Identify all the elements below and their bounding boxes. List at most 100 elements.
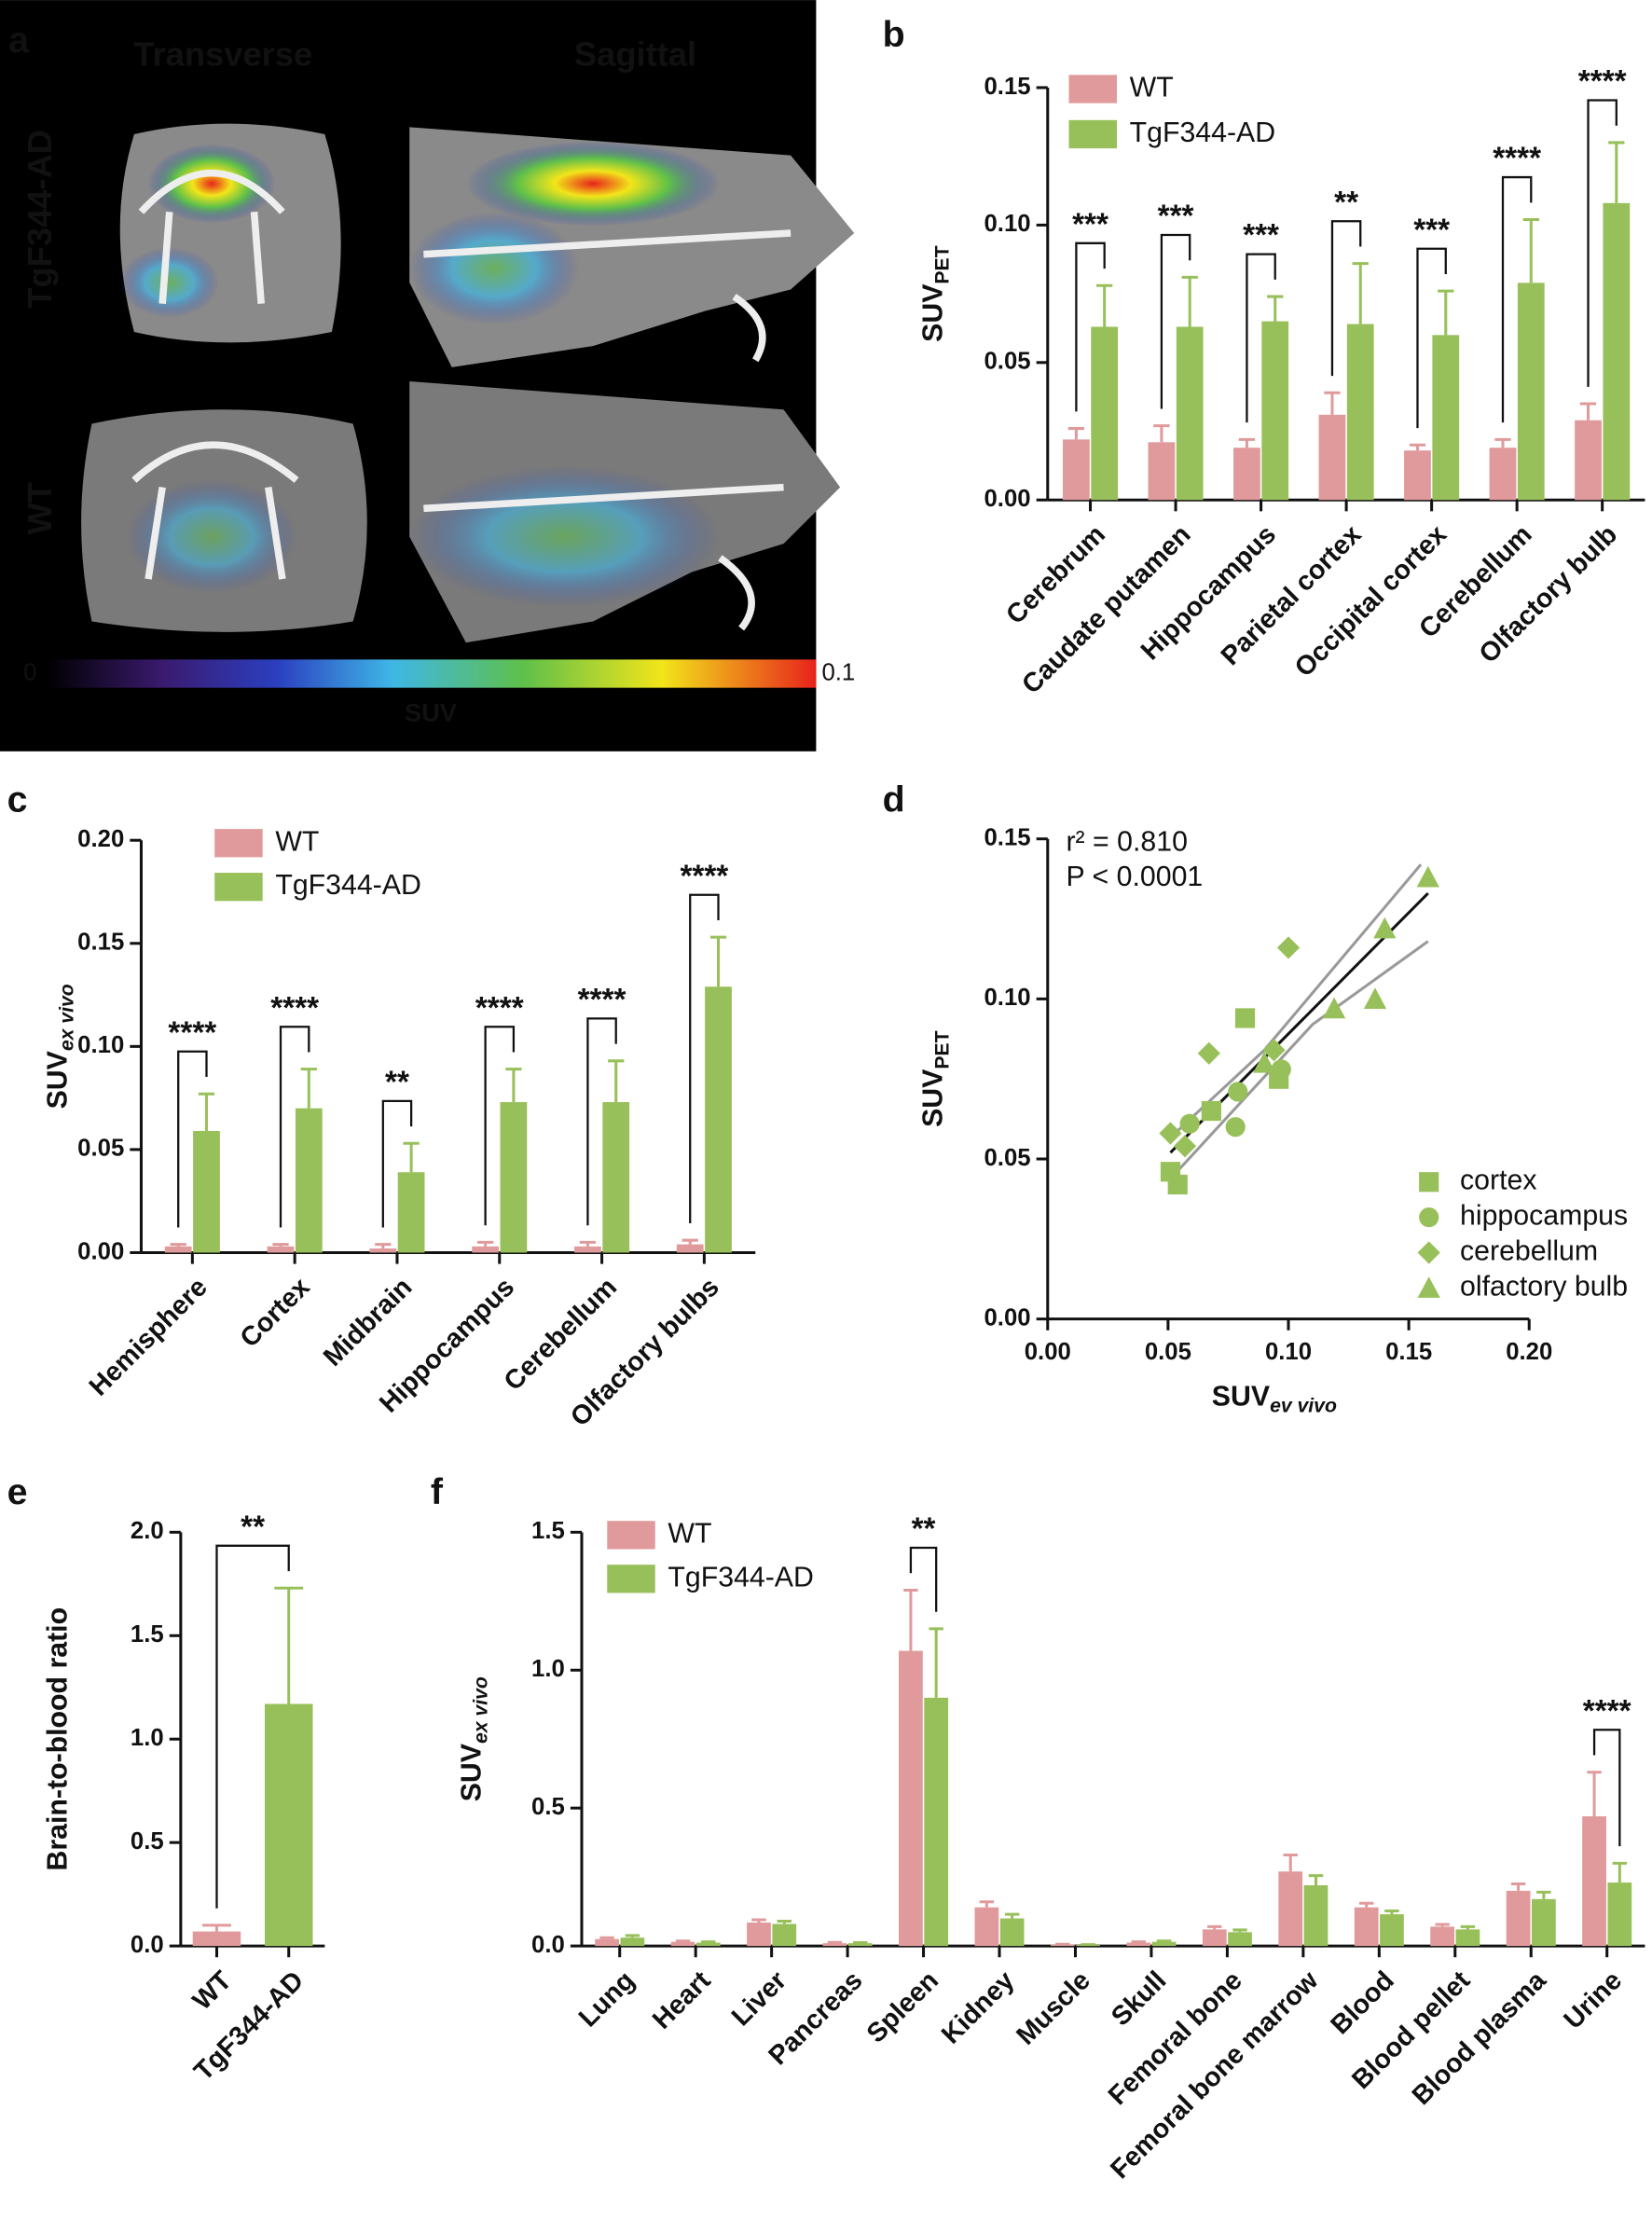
error-bar	[202, 1924, 231, 1932]
axis-label-sub: ev vivo	[1270, 1395, 1337, 1416]
bar	[192, 1931, 241, 1947]
legend-label: TgF344-AD	[275, 870, 421, 901]
bar	[705, 986, 732, 1253]
bar	[1380, 1914, 1404, 1947]
bar	[1261, 321, 1289, 501]
uptake	[465, 141, 721, 227]
axis-label-text: SUV	[43, 1051, 74, 1109]
significance-label: ****	[475, 991, 524, 1026]
uptake	[409, 465, 721, 608]
panel-label: f	[431, 1471, 444, 1512]
bar	[1489, 448, 1517, 501]
x-tick-label: Skull	[1106, 1965, 1172, 2032]
y-tick-label: 0.00	[984, 486, 1031, 512]
significance-bracket	[1416, 247, 1447, 429]
y-tick-label: 1.5	[131, 1621, 164, 1648]
error-bar	[1153, 424, 1170, 443]
error-bar	[675, 1939, 691, 1943]
bar	[295, 1108, 323, 1253]
x-tick-label: Spleen	[861, 1965, 944, 2048]
panel-label: d	[883, 779, 905, 820]
y-tick-label: 0.0	[131, 1932, 164, 1958]
bar	[1582, 1816, 1606, 1947]
error-bar	[403, 1141, 420, 1173]
significance-label: **	[1334, 186, 1358, 220]
x-tick-label: 0.20	[1506, 1339, 1552, 1365]
error-bar	[1409, 443, 1426, 451]
error-bar	[929, 1627, 943, 1698]
bar	[1176, 326, 1204, 501]
skull	[423, 483, 784, 631]
error-bar	[1460, 1924, 1476, 1930]
legend-label: olfactory bulb	[1460, 1271, 1628, 1302]
bar	[574, 1246, 601, 1253]
significance-label: ***	[1243, 218, 1279, 253]
point	[1228, 1082, 1248, 1102]
error-bar	[1308, 1874, 1324, 1886]
x-tick-label: Heart	[647, 1965, 717, 2035]
significance-label: ***	[1413, 213, 1450, 247]
legend-swatch	[607, 1565, 655, 1593]
y-tick-label: 1.0	[131, 1725, 164, 1751]
axis-label: SUVPET	[918, 1030, 954, 1127]
significance-bracket	[381, 1099, 413, 1228]
y-tick-label: 0.15	[77, 930, 124, 956]
error-bar	[1352, 262, 1369, 324]
error-bar	[1608, 141, 1625, 203]
significance-bracket	[484, 1026, 516, 1226]
bar	[1278, 1871, 1303, 1947]
panel-label: c	[7, 779, 28, 820]
significance-label: ****	[1578, 64, 1627, 99]
legend-label: TgF344-AD	[1130, 117, 1276, 148]
legend-label: cerebellum	[1460, 1235, 1598, 1266]
point	[1271, 1059, 1291, 1080]
bar	[1603, 202, 1631, 501]
axis-label-text: Brain-to-blood ratio	[43, 1607, 74, 1871]
axis-label: SUVex vivo	[43, 984, 78, 1109]
bar	[1430, 1926, 1455, 1947]
error-bar	[198, 1092, 215, 1132]
y-tick-label: 0.00	[77, 1238, 124, 1264]
significance-bracket	[1501, 175, 1533, 423]
error-bar	[1207, 1924, 1222, 1930]
significance-bracket	[1592, 1729, 1621, 1847]
error-bar	[1587, 1771, 1602, 1817]
error-bar	[827, 1940, 843, 1944]
y-tick-label: 0.5	[131, 1828, 164, 1855]
column-title: Transverse	[133, 34, 312, 73]
y-tick-label: 2.0	[131, 1518, 164, 1544]
y-tick-label: 0.0	[531, 1932, 565, 1958]
annotation: P < 0.0001	[1066, 862, 1203, 892]
significance-label: **	[241, 1510, 265, 1544]
image-background	[0, 0, 817, 751]
bar	[1318, 414, 1346, 501]
legend-label: WT	[1130, 72, 1174, 103]
legend-swatch	[1068, 75, 1117, 103]
bar	[772, 1924, 797, 1947]
point	[1234, 1008, 1256, 1028]
x-tick-label: Femoral bone	[1103, 1965, 1248, 2111]
error-bar	[505, 1068, 522, 1103]
error-bar	[1131, 1940, 1147, 1944]
bar	[847, 1943, 873, 1947]
bar	[602, 1102, 630, 1253]
bar	[1432, 335, 1460, 501]
bar	[1148, 442, 1176, 501]
point	[1373, 917, 1397, 939]
bar	[1531, 1898, 1556, 1947]
bar	[397, 1172, 425, 1253]
x-tick-label: 0.05	[1145, 1339, 1191, 1365]
error-bar	[777, 1919, 792, 1924]
error-bar	[709, 935, 727, 987]
axis-label-text: SUV	[918, 1069, 949, 1127]
y-tick-label: 1.0	[531, 1656, 565, 1682]
x-tick-label: Liver	[726, 1965, 792, 2032]
point	[1197, 1041, 1220, 1065]
legend-marker	[1417, 1241, 1440, 1264]
panel-a-image	[0, 0, 855, 751]
x-tick-label: Blood	[1326, 1965, 1400, 2040]
x-tick-label: Cortex	[235, 1272, 316, 1353]
significance-bracket	[1075, 241, 1106, 412]
significance-bracket	[689, 893, 720, 1224]
